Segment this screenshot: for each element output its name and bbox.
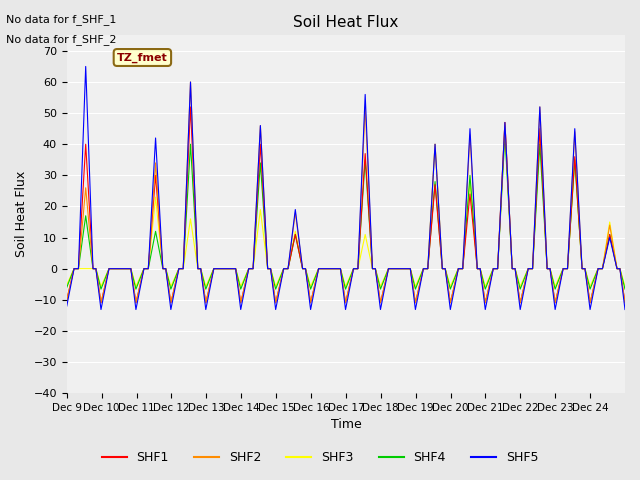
Line: SHF3: SHF3 <box>67 129 625 287</box>
SHF3 <box>621 284 629 289</box>
Line: SHF5: SHF5 <box>67 66 625 310</box>
SHF2 <box>97 300 105 306</box>
SHF2 <box>232 271 240 276</box>
SHF5 <box>405 266 413 272</box>
SHF5 <box>621 307 629 312</box>
SHF4 <box>501 132 509 138</box>
Title: Soil Heat Flux: Soil Heat Flux <box>293 15 399 30</box>
SHF5 <box>436 228 444 234</box>
SHF3 <box>129 274 137 279</box>
SHF5 <box>281 266 289 272</box>
SHF4 <box>621 286 629 292</box>
SHF5 <box>63 303 70 309</box>
SHF5 <box>130 289 138 295</box>
SHF4 <box>404 266 412 272</box>
SHF1 <box>260 204 268 209</box>
SHF2 <box>621 300 629 306</box>
SHF2 <box>129 280 137 286</box>
SHF4 <box>97 286 105 292</box>
SHF1 <box>405 266 413 272</box>
X-axis label: Time: Time <box>330 419 361 432</box>
SHF2 <box>436 228 444 234</box>
Legend: SHF1, SHF2, SHF3, SHF4, SHF5: SHF1, SHF2, SHF3, SHF4, SHF5 <box>97 446 543 469</box>
SHF4 <box>129 275 137 280</box>
Y-axis label: Soil Heat Flux: Soil Heat Flux <box>15 171 28 257</box>
SHF3 <box>436 216 444 222</box>
SHF3 <box>232 266 239 272</box>
SHF1 <box>97 300 105 306</box>
SHF1 <box>281 266 289 272</box>
SHF3 <box>97 284 105 289</box>
Text: No data for f_SHF_2: No data for f_SHF_2 <box>6 34 117 45</box>
SHF2 <box>405 266 413 272</box>
SHF2 <box>63 297 70 303</box>
SHF5 <box>260 194 268 200</box>
Line: SHF1: SHF1 <box>67 107 625 303</box>
SHF3 <box>501 126 509 132</box>
SHF2 <box>187 79 195 85</box>
SHF1 <box>187 104 195 110</box>
SHF5 <box>97 307 105 312</box>
SHF4 <box>280 266 288 272</box>
SHF2 <box>260 194 268 200</box>
SHF3 <box>280 266 288 272</box>
SHF3 <box>404 266 412 272</box>
SHF5 <box>232 272 240 277</box>
SHF1 <box>63 297 70 303</box>
SHF1 <box>436 240 444 246</box>
SHF1 <box>232 271 240 276</box>
SHF4 <box>232 266 239 272</box>
Text: TZ_fmet: TZ_fmet <box>117 52 168 63</box>
Line: SHF2: SHF2 <box>67 82 625 303</box>
SHF3 <box>259 230 267 236</box>
SHF2 <box>281 266 289 272</box>
SHF4 <box>63 285 70 290</box>
SHF3 <box>63 282 70 288</box>
SHF1 <box>621 300 629 306</box>
SHF5 <box>82 63 90 69</box>
Line: SHF4: SHF4 <box>67 135 625 289</box>
Text: No data for f_SHF_1: No data for f_SHF_1 <box>6 14 116 25</box>
SHF4 <box>436 231 444 237</box>
SHF1 <box>129 280 137 286</box>
SHF4 <box>259 203 267 208</box>
